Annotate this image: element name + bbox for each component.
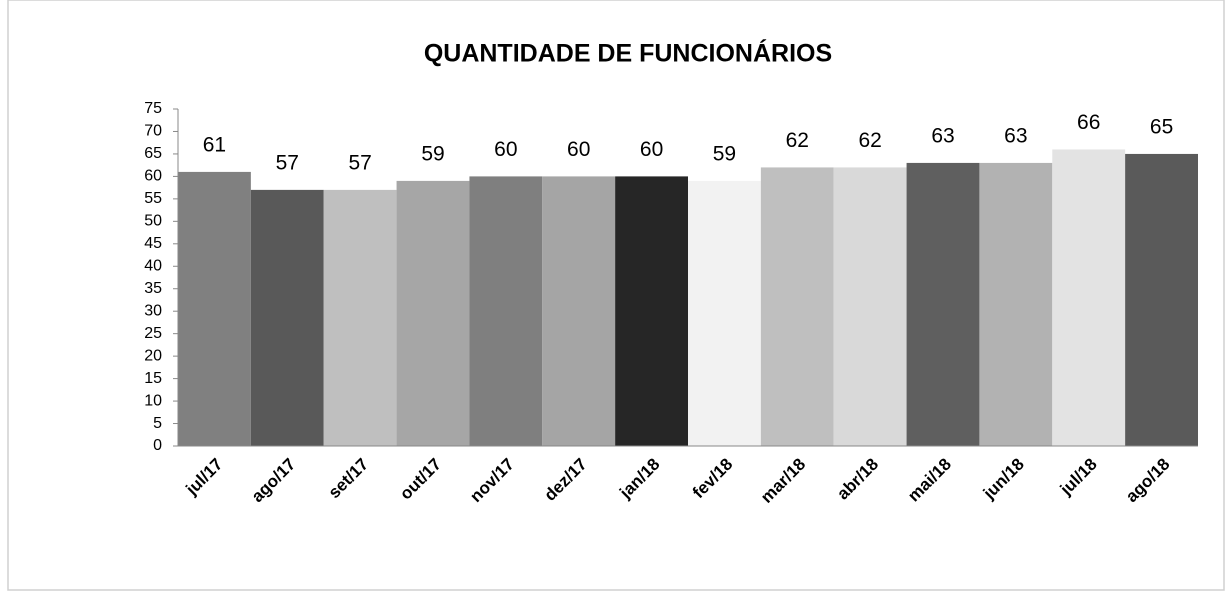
value-label: 63 [931, 124, 954, 147]
bar [615, 176, 688, 446]
bar [833, 167, 907, 446]
y-tick-label: 10 [144, 392, 162, 409]
y-tick-label: 5 [153, 415, 162, 432]
value-label: 66 [1077, 111, 1100, 134]
y-tick-label: 20 [144, 347, 162, 364]
bar [1125, 153, 1198, 446]
y-tick-label: 35 [144, 280, 162, 297]
y-tick-label: 75 [144, 100, 162, 117]
bar [906, 162, 980, 447]
bar [469, 176, 543, 446]
y-tick-label: 70 [144, 123, 162, 140]
y-tick-label: 65 [144, 145, 162, 162]
value-label: 60 [567, 138, 590, 161]
value-label: 60 [640, 138, 663, 161]
y-tick-label: 40 [144, 257, 162, 274]
value-label: 57 [276, 151, 299, 174]
bar [323, 189, 397, 446]
value-label: 59 [713, 142, 736, 165]
bar [760, 167, 834, 446]
chart-title: QUANTIDADE DE FUNCIONÁRIOS [424, 39, 832, 68]
value-label: 61 [203, 133, 226, 156]
bar [396, 180, 470, 447]
y-tick-label: 30 [144, 302, 162, 319]
value-label: 62 [858, 129, 881, 152]
bar [250, 189, 324, 446]
bar [1052, 149, 1126, 446]
bar [688, 180, 761, 447]
y-tick-label: 60 [144, 168, 162, 185]
value-label: 62 [786, 129, 809, 152]
value-label: 65 [1150, 115, 1173, 138]
value-label: 59 [421, 142, 444, 165]
y-tick-label: 45 [144, 235, 162, 252]
bar [178, 171, 251, 446]
bar [542, 176, 616, 446]
y-tick-label: 0 [153, 437, 162, 454]
y-tick-label: 50 [144, 213, 162, 230]
bar [979, 162, 1053, 447]
y-tick-label: 25 [144, 325, 162, 342]
value-label: 57 [348, 151, 371, 174]
value-label: 60 [494, 138, 517, 161]
y-tick-label: 15 [144, 370, 162, 387]
y-tick-label: 55 [144, 190, 162, 207]
value-label: 63 [1004, 124, 1027, 147]
